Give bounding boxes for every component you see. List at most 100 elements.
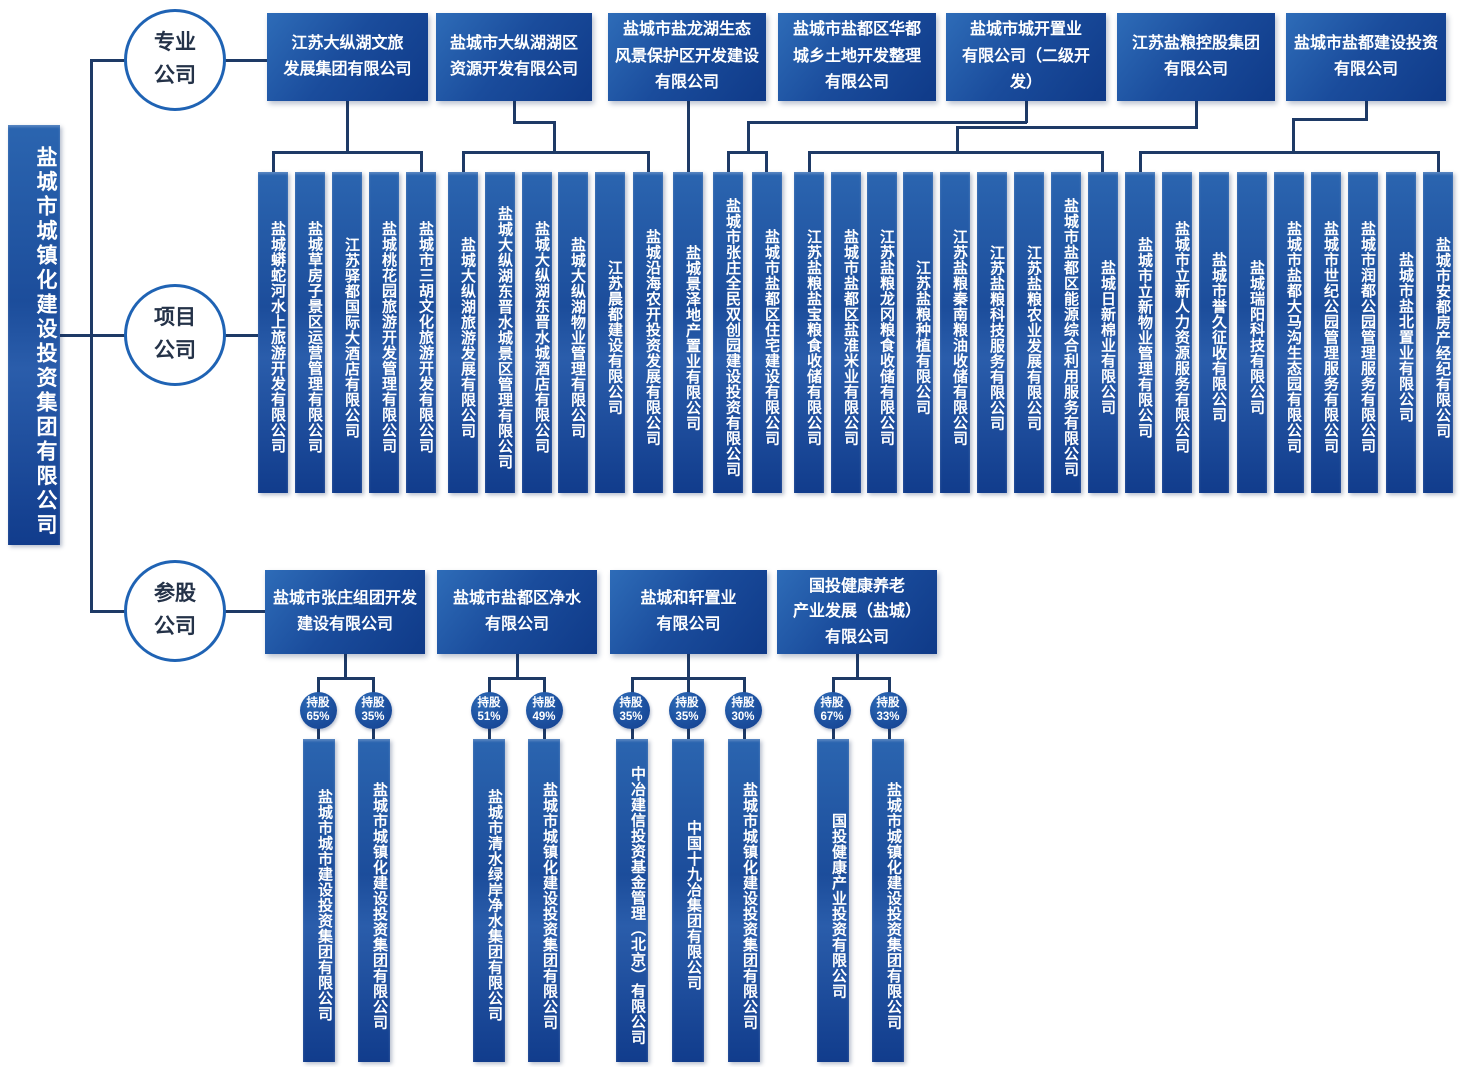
project-company-bar: 盐城瑞阳科技有限公司 (1237, 172, 1267, 493)
share-percent-circle: 持股 49% (525, 692, 563, 729)
share-label: 持股 (876, 696, 900, 709)
shareholder-company-bar: 盐城市城镇化建设投资集团有限公司 (728, 739, 760, 1062)
share-value: 35% (619, 710, 643, 723)
share-percent-circle: 持股 51% (470, 692, 508, 729)
share-label: 持股 (361, 696, 385, 709)
connector-line (1025, 101, 1028, 123)
connector-line (317, 677, 375, 680)
connector-line (488, 728, 491, 740)
connector-line (543, 728, 546, 740)
connector-line (272, 151, 275, 172)
share-percent-circle: 持股 30% (724, 692, 762, 729)
connector-line (647, 151, 650, 172)
connector-line (765, 151, 768, 172)
share-value: 51% (477, 710, 501, 723)
holding-company-box: 盐城市盐都区净水 有限公司 (437, 570, 597, 654)
connector-line (888, 677, 891, 694)
professional-company-box: 盐城市盐都建设投资 有限公司 (1286, 13, 1446, 101)
shareholder-company-bar: 中国十九冶集团有限公司 (672, 739, 704, 1062)
project-company-bar: 盐城市誉久征收有限公司 (1199, 172, 1229, 493)
connector-line (888, 728, 891, 740)
category-circle-0: 专业 公司 (124, 9, 226, 111)
project-company-bar: 江苏晨都建设有限公司 (595, 172, 625, 493)
connector-line (372, 728, 375, 740)
project-company-bar: 盐城市润都公园管理服务有限公司 (1348, 172, 1378, 493)
connector-line (225, 59, 269, 62)
connector-line (272, 151, 422, 154)
connector-line (631, 728, 634, 740)
project-company-bar: 盐城市盐北置业有限公司 (1386, 172, 1416, 493)
project-company-bar: 盐城市安都房产经纪有限公司 (1423, 172, 1453, 493)
share-label: 持股 (306, 696, 330, 709)
connector-line (317, 677, 320, 694)
shareholder-company-bar: 盐城市城镇化建设投资集团有限公司 (528, 739, 560, 1062)
holding-company-box: 盐城和轩置业 有限公司 (610, 570, 767, 654)
share-value: 30% (731, 710, 755, 723)
project-company-bar: 盐城市盐都区盐淮米业有限公司 (831, 172, 861, 493)
professional-company-box: 盐城市城开置业 有限公司（二级开发） (946, 13, 1106, 101)
project-company-bar: 江苏盐粮种植有限公司 (903, 172, 933, 493)
connector-line (743, 728, 746, 740)
connector-line (516, 654, 519, 679)
connector-line (1365, 101, 1368, 121)
connector-line (420, 151, 423, 172)
connector-line (1139, 151, 1439, 154)
project-company-bar: 盐城市盐都大马沟生态园有限公司 (1274, 172, 1304, 493)
connector-line (543, 677, 546, 694)
connector-line (687, 101, 690, 172)
share-label: 持股 (675, 696, 699, 709)
connector-line (808, 151, 811, 172)
connector-line (60, 334, 125, 337)
shareholder-company-bar: 中冶建信投资基金管理（北京）有限公司 (616, 739, 648, 1062)
connector-line (687, 654, 690, 679)
connector-line (225, 334, 260, 337)
connector-line (1101, 151, 1104, 172)
project-company-bar: 江苏盐粮盐宝粮食收储有限公司 (794, 172, 824, 493)
holding-company-box: 盐城市张庄组团开发 建设有限公司 (265, 570, 425, 654)
connector-line (488, 677, 546, 680)
connector-line (727, 151, 730, 172)
connector-line (1195, 101, 1198, 129)
connector-line (513, 121, 555, 124)
connector-line (372, 677, 375, 694)
share-value: 33% (876, 710, 900, 723)
share-value: 35% (675, 710, 699, 723)
connector-line (687, 728, 690, 740)
project-company-bar: 盐城市张庄全民双创园建设投资有限公司 (713, 172, 743, 493)
project-company-bar: 盐城日新棉业有限公司 (1088, 172, 1118, 493)
connector-line (1292, 118, 1367, 121)
professional-company-box: 盐城市盐都区华都 城乡土地开发整理 有限公司 (778, 13, 936, 101)
shareholder-company-bar: 盐城市城镇化建设投资集团有限公司 (358, 739, 390, 1062)
connector-line (346, 101, 349, 153)
connector-line (747, 121, 750, 153)
shareholder-company-bar: 盐城市城市建设投资集团有限公司 (303, 739, 335, 1062)
professional-company-box: 江苏盐粮控股集团 有限公司 (1117, 13, 1275, 101)
holding-company-box: 国投健康养老 产业发展（盐城） 有限公司 (777, 570, 937, 654)
connector-line (743, 677, 746, 694)
share-percent-circle: 持股 35% (354, 692, 392, 729)
connector-line (225, 610, 267, 613)
share-percent-circle: 持股 65% (299, 692, 337, 729)
project-company-bar: 江苏驿都国际大酒店有限公司 (332, 172, 362, 493)
shareholder-company-bar: 盐城市清水绿岸净水集团有限公司 (473, 739, 505, 1062)
connector-line (90, 610, 125, 613)
project-company-bar: 盐城大纵湖物业管理有限公司 (558, 172, 588, 493)
share-label: 持股 (619, 696, 643, 709)
share-percent-circle: 持股 67% (813, 692, 851, 729)
connector-line (1292, 118, 1295, 153)
project-company-bar: 江苏盐粮科技服务有限公司 (977, 172, 1007, 493)
project-company-bar: 盐城大纵湖东晋水城景区管理有限公司 (485, 172, 515, 493)
project-company-bar: 盐城市盐都区住宅建设有限公司 (752, 172, 782, 493)
share-percent-circle: 持股 33% (869, 692, 907, 729)
connector-line (631, 677, 634, 694)
connector-line (1139, 151, 1142, 172)
connector-line (747, 121, 1027, 124)
project-company-bar: 江苏盐粮农业发展有限公司 (1014, 172, 1044, 493)
connector-line (956, 126, 1197, 129)
project-company-bar: 江苏盐粮秦南粮油收储有限公司 (940, 172, 970, 493)
professional-company-box: 江苏大纵湖文旅 发展集团有限公司 (267, 13, 428, 101)
share-value: 35% (361, 710, 385, 723)
share-percent-circle: 持股 35% (668, 692, 706, 729)
connector-line (344, 654, 347, 679)
project-company-bar: 盐城蟒蛇河水上旅游开发有限公司 (258, 172, 288, 493)
